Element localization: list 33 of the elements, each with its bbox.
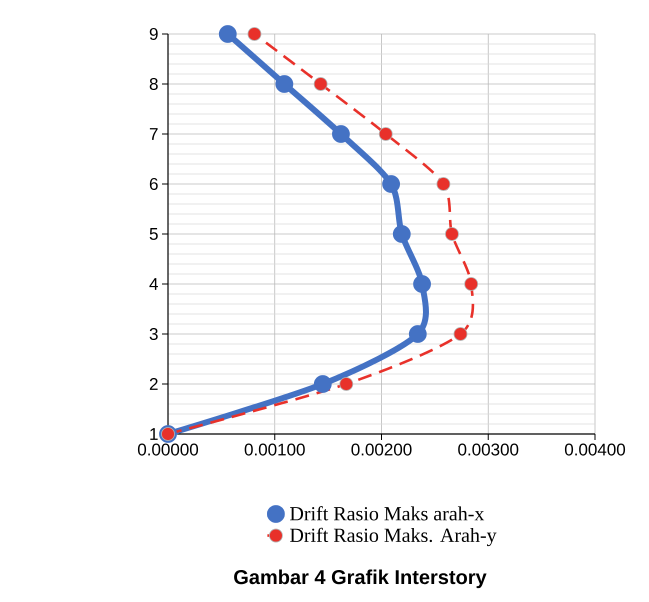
y-tick-label: 3 (150, 328, 158, 340)
point (392, 225, 411, 243)
y-tick-label: 7 (150, 128, 158, 140)
x-tick-label: 0.00100 (244, 444, 305, 456)
point (378, 127, 393, 141)
point (248, 27, 262, 41)
legend-label: Drift Rasio Maks. Arah-y (290, 528, 497, 546)
point (275, 75, 294, 93)
point (314, 77, 328, 91)
text: Gambar 4 Grafik Interstory (234, 570, 487, 588)
point (464, 277, 478, 291)
legend-label: Drift Rasio Maks arah-x (290, 506, 484, 520)
x-tick-label: 0.00200 (351, 444, 412, 456)
point (332, 125, 350, 143)
y-tick-label: 8 (150, 78, 158, 90)
y-tick-label: 1 (150, 428, 158, 440)
y-tick-label: 4 (149, 278, 158, 290)
point (382, 175, 400, 193)
x-tick-label: 0.00400 (564, 444, 626, 456)
y-tick-label: 2 (150, 378, 158, 390)
point (314, 375, 332, 393)
y-tick-label: 6 (150, 178, 158, 190)
point (436, 177, 450, 191)
point (408, 325, 427, 343)
y-tick-label: 9 (150, 28, 158, 40)
point (454, 327, 468, 341)
x-tick-label: 0.00000 (138, 444, 198, 456)
point (339, 377, 354, 391)
x-tick-label: 0.00300 (458, 444, 518, 456)
point (413, 275, 431, 293)
point (218, 25, 237, 43)
y-tick-label: 5 (150, 228, 158, 240)
point (445, 227, 459, 241)
